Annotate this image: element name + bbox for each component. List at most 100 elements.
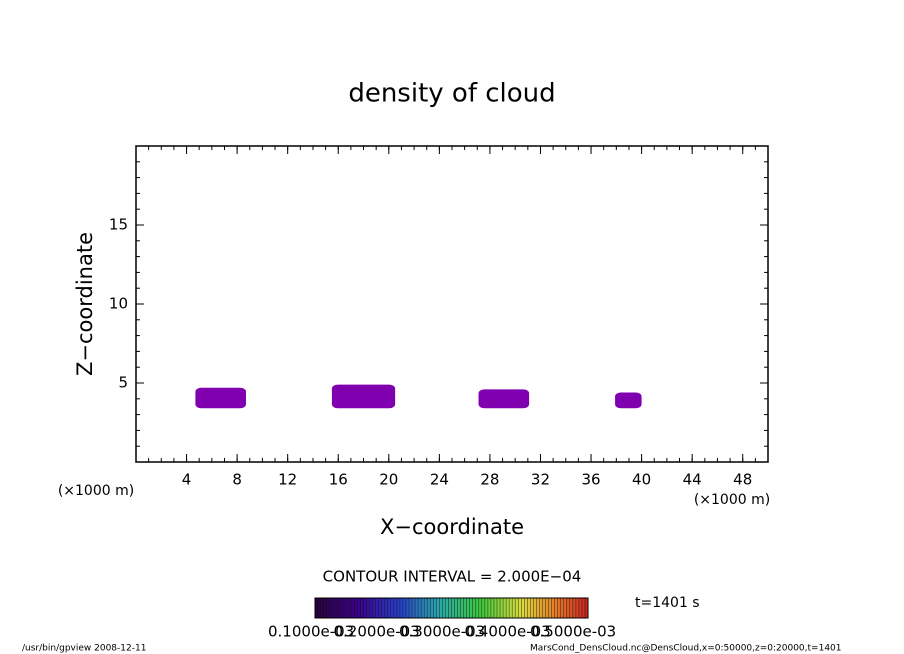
colorbar-cell	[445, 598, 449, 618]
colorbar-cell	[339, 598, 343, 618]
cloud-region	[615, 392, 642, 409]
x-tick-label: 36	[581, 471, 600, 489]
colorbar-cell	[318, 598, 322, 618]
plot-frame	[135, 145, 769, 463]
colorbar-cell	[406, 598, 410, 618]
colorbar-cell	[324, 598, 328, 618]
colorbar-cell	[457, 598, 461, 618]
footer-left: /usr/bin/gpview 2008-12-11	[22, 644, 146, 654]
x-tick-label: 48	[733, 471, 752, 489]
colorbar-cell	[387, 598, 391, 618]
colorbar-cell	[345, 598, 349, 618]
cloud-region	[195, 387, 246, 409]
colorbar-cell	[363, 598, 367, 618]
colorbar-cell	[454, 598, 458, 618]
colorbar-cell	[360, 598, 364, 618]
colorbar-cell	[506, 598, 510, 618]
colorbar-cell	[490, 598, 494, 618]
colorbar-tick-label: 0.1000e-03	[268, 623, 354, 641]
cloud-region	[331, 384, 396, 409]
colorbar-cell	[375, 598, 379, 618]
colorbar-cell	[430, 598, 434, 618]
colorbar-cell	[354, 598, 358, 618]
colorbar-cell	[469, 598, 473, 618]
colorbar-cell	[330, 598, 334, 618]
colorbar-tick-label: 0.3000e-03	[399, 623, 485, 641]
colorbar-cell	[342, 598, 346, 618]
colorbar-cell	[348, 598, 352, 618]
colorbar-cell	[466, 598, 470, 618]
x-tick-label: 4	[182, 471, 192, 489]
colorbar-cell	[487, 598, 491, 618]
x-tick-label: 24	[430, 471, 449, 489]
colorbar-cell	[575, 598, 579, 618]
colorbar-cell	[536, 598, 540, 618]
colorbar-cell	[321, 598, 325, 618]
colorbar-cell	[372, 598, 376, 618]
colorbar-cell	[351, 598, 355, 618]
x-tick-label: 8	[232, 471, 242, 489]
colorbar-cell	[369, 598, 373, 618]
x-tick-label: 44	[683, 471, 702, 489]
colorbar-cell	[463, 598, 467, 618]
x-tick-label: 28	[480, 471, 499, 489]
colorbar-cell	[424, 598, 428, 618]
colorbar-cell	[481, 598, 485, 618]
colorbar-cell	[433, 598, 437, 618]
colorbar-cell	[527, 598, 531, 618]
colorbar-cell	[512, 598, 516, 618]
colorbar-tick-label: 0.5000e-03	[530, 623, 616, 641]
colorbar-cell	[548, 598, 552, 618]
colorbar-cell	[493, 598, 497, 618]
colorbar-cell	[421, 598, 425, 618]
colorbar-tick-label: 0.2000e-03	[334, 623, 420, 641]
colorbar-cell	[396, 598, 400, 618]
colorbar-cell	[545, 598, 549, 618]
colorbar-cell	[542, 598, 546, 618]
x-tick-label: 12	[278, 471, 297, 489]
colorbar-cell	[578, 598, 582, 618]
colorbar-cell	[551, 598, 555, 618]
footer-right: MarsCond_DensCloud.nc@DensCloud,x=0:5000…	[530, 644, 842, 654]
colorbar-cell	[384, 598, 388, 618]
colorbar-cell	[412, 598, 416, 618]
colorbar-cell	[475, 598, 479, 618]
time-label: t=1401 s	[635, 595, 700, 611]
colorbar-cell	[472, 598, 476, 618]
colorbar-cell	[569, 598, 573, 618]
colorbar-cell	[563, 598, 567, 618]
colorbar-cell	[418, 598, 422, 618]
colorbar-cell	[327, 598, 331, 618]
colorbar-cell	[448, 598, 452, 618]
colorbar-cell	[581, 598, 585, 618]
colorbar-cell	[554, 598, 558, 618]
colorbar-cell	[478, 598, 482, 618]
colorbar-frame	[314, 597, 589, 619]
x-tick-label: 16	[329, 471, 348, 489]
y-tick-label: 15	[109, 216, 128, 234]
colorbar-cell	[539, 598, 543, 618]
cloud-region	[478, 389, 530, 409]
colorbar-cell	[393, 598, 397, 618]
x-tick-label: 32	[531, 471, 550, 489]
colorbar-cell	[436, 598, 440, 618]
colorbar-cell	[584, 598, 588, 618]
x-tick-label: 40	[632, 471, 651, 489]
colorbar-cell	[357, 598, 361, 618]
colorbar-cell	[557, 598, 561, 618]
colorbar-cell	[560, 598, 564, 618]
colorbar-cell	[503, 598, 507, 618]
y-tick-label: 5	[118, 374, 128, 392]
colorbar-cell	[521, 598, 525, 618]
colorbar-cell	[315, 598, 319, 618]
colorbar-cell	[515, 598, 519, 618]
colorbar-cell	[451, 598, 455, 618]
colorbar-cell	[381, 598, 385, 618]
x-tick-label: 20	[379, 471, 398, 489]
colorbar-cell	[336, 598, 340, 618]
colorbar-cell	[442, 598, 446, 618]
colorbar-cell	[524, 598, 528, 618]
chart-title: density of cloud	[348, 79, 555, 109]
y-axis-label: Z−coordinate	[73, 232, 97, 376]
